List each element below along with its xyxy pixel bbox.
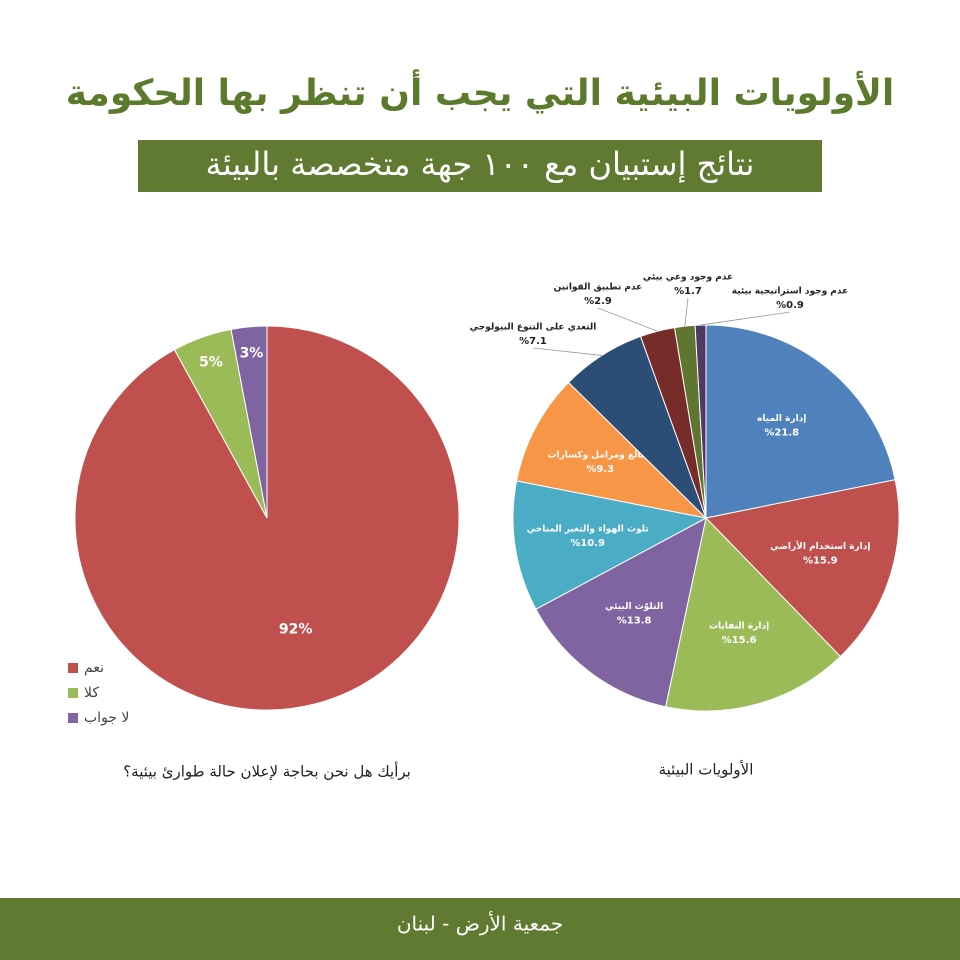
data-label: %10.9 [570,538,605,549]
legend-label: كلا [84,685,99,701]
pie-slice [230,325,268,519]
legend-swatch [68,713,78,723]
legend-swatch [68,688,78,698]
pie-slice [705,479,900,658]
data-label: %21.8 [764,427,799,438]
pie-slice [705,324,896,519]
page-title: الأولويات البيئية التي يجب أن تنظر بها ا… [66,69,895,114]
data-label: 5% [199,355,223,371]
slice-name: التعدي على التنوع البيولوجي [470,323,597,333]
slice-name: إدارة استخدام الأراضي [770,540,870,552]
subtitle-band [138,140,822,192]
slice-name: عدم وجود وعي بيئي [643,273,733,283]
slice-name: إدارة النفايات [709,622,769,632]
chart-caption: الأولويات البيئية [659,760,754,779]
data-label: %2.9 [584,296,612,307]
data-label: %1.7 [674,286,702,297]
leader-line [597,307,658,332]
legend-label: نعم [84,660,104,676]
slice-name: مقالع ومرامل وكسارات [548,451,653,461]
data-label: 92% [279,622,313,638]
chart-caption: برأيك هل نحن بحاجة لإعلان حالة طوارئ بيئ… [123,762,411,781]
data-label: %15.6 [722,635,757,646]
legend-swatch [68,663,78,673]
data-label: %13.8 [617,616,652,627]
slice-name: عدم وجود استراتيجية بيئية [732,287,849,297]
slice-name: عدم تطبيق القوانين [554,283,643,293]
data-label: %7.1 [519,336,547,347]
legend-label: لا جواب [84,710,129,726]
data-label: %15.9 [803,555,838,566]
pie-slice [512,480,708,610]
footer-band [0,898,960,960]
footer: جمعية الأرض - لبنان [397,912,563,936]
data-label: %9.3 [586,464,614,475]
pie-slice [665,516,842,712]
leader-line [700,311,791,326]
data-label: 3% [240,346,264,362]
slice-name: تلوث الهواء والتغير المناخي [527,524,649,534]
pie-slice [535,517,707,708]
leader-line [684,297,689,327]
subtitle: نتائج إستبيان مع ١٠٠ جهة متخصصة بالبيئة [206,145,755,183]
slice-name: إدارة المياه [757,414,806,424]
pie-slice [516,381,708,519]
data-label: %0.9 [776,300,804,311]
leader-line [532,347,603,356]
slice-name: التلوّث البيئي [605,602,663,612]
